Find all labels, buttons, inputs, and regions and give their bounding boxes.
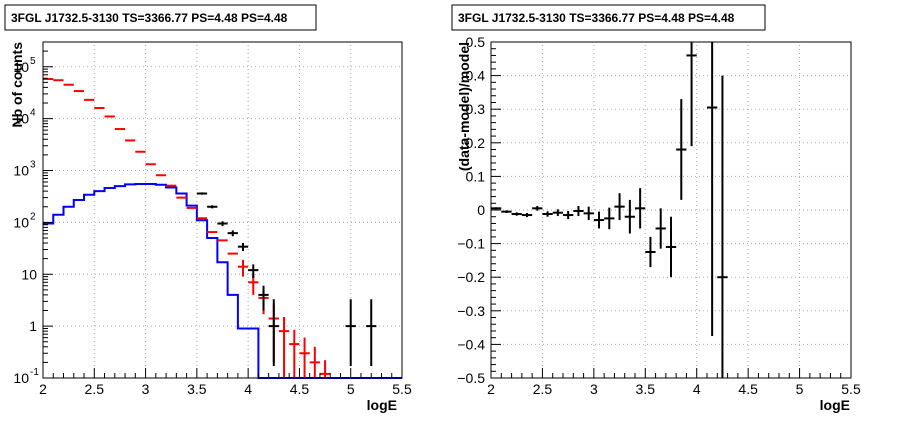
right-x-axis-label: logE: [820, 397, 850, 413]
left-y-tick-label: 10: [13, 214, 29, 230]
right-x-tick-label: 5.5: [841, 381, 861, 397]
left-y-tick-label: 10: [13, 59, 29, 75]
right-residual-point: [686, 42, 697, 147]
left-y-tick-exponent: 2: [30, 211, 36, 222]
right-y-axis-label: (data-model)/model: [456, 42, 472, 171]
left-x-tick-label: 2: [39, 381, 47, 397]
left-model-point: [237, 259, 249, 277]
right-chart: 2 2.5 3 3.5 4 4.5 5 5.5 −0.5 −0.4 −0.3 −0.2 −0.1 0 0.1…: [451, 4, 861, 413]
left-model-point: [289, 329, 300, 378]
right-y-tick-label: −0.5: [457, 370, 485, 386]
right-x-tick-label: 5: [796, 381, 804, 397]
right-residual-point: [532, 205, 543, 211]
left-y-tick-exponent: 5: [30, 56, 36, 67]
right-x-tick-label: 2.5: [533, 381, 553, 397]
right-residual-point: [624, 199, 635, 234]
right-y-tick-label: −0.2: [457, 269, 485, 285]
right-residual-point: [511, 212, 522, 216]
left-data-point: [366, 299, 377, 367]
right-x-tick-label: 2: [487, 381, 495, 397]
left-x-tick-label: 4.5: [290, 381, 310, 397]
left-data-point: [268, 299, 279, 367]
right-residual-point: [717, 75, 728, 378]
left-y-tick-label: 10: [13, 163, 29, 179]
right-residual-point: [676, 99, 687, 200]
right-y-tick-label: −0.4: [457, 336, 485, 352]
left-data-point: [196, 192, 208, 195]
left-data-point: [345, 299, 356, 367]
left-model-histogram: [43, 182, 402, 379]
right-residual-point: [521, 213, 533, 218]
right-y-tick-label: 0.2: [466, 135, 486, 151]
right-title-box: 3FGL J1732.5-3130 TS=3366.77 PS=4.48 PS=…: [451, 4, 766, 31]
right-residual-point: [593, 211, 605, 229]
left-model-point: [319, 360, 331, 378]
left-title-box: 3FGL J1732.5-3130 TS=3366.77 PS=4.48 PS=…: [4, 4, 317, 31]
right-y-tick-label: 0.4: [466, 68, 486, 84]
right-residual-point: [501, 210, 512, 214]
left-x-axis-label: logE: [367, 397, 397, 413]
left-x-tick-label: 5.5: [392, 381, 412, 397]
right-residual-point: [614, 193, 625, 221]
right-residual-point: [665, 216, 677, 278]
left-x-tick-label: 5: [347, 381, 355, 397]
right-y-tick-label: −0.3: [457, 303, 485, 319]
right-x-tick-label: 3: [590, 381, 598, 397]
left-title: 3FGL J1732.5-3130 TS=3366.77 PS=4.48 PS=…: [11, 11, 288, 25]
right-residual-point: [707, 42, 718, 336]
right-y-tick-label: −0.1: [457, 236, 485, 252]
right-residual-point: [635, 188, 646, 229]
left-data-point: [207, 205, 218, 209]
left-y-tick-exponent: -1: [30, 367, 39, 378]
right-residual-point: [604, 207, 615, 230]
left-y-tick-exponent: 3: [30, 160, 36, 171]
left-x-tick-label: 3: [142, 381, 150, 397]
right-y-tick-label: 0: [477, 202, 485, 218]
left-y-axis-label: Nb of counts: [9, 42, 25, 128]
left-y-tick-label: 10: [21, 266, 37, 282]
left-data-point: [258, 285, 269, 311]
right-x-tick-label: 4: [693, 381, 701, 397]
right-x-tick-label: 4.5: [738, 381, 758, 397]
left-data-point: [227, 230, 238, 237]
right-y-tick-label: 0.1: [466, 168, 486, 184]
left-data-point: [237, 243, 249, 252]
right-residual-point: [542, 211, 553, 217]
left-data-point: [217, 221, 228, 227]
right-y-tick-label: 0.5: [466, 34, 486, 50]
right-residual-point: [552, 209, 563, 217]
left-y-tick-exponent: 4: [30, 108, 36, 119]
right-residual-point: [491, 207, 502, 210]
right-title: 3FGL J1732.5-3130 TS=3366.77 PS=4.48 PS=…: [458, 11, 735, 25]
right-residual-point: [573, 205, 584, 217]
left-model-point: [299, 337, 310, 378]
left-model-point: [278, 316, 290, 378]
right-y-tick-label: 0.3: [466, 101, 486, 117]
right-residual-point: [563, 211, 574, 220]
left-y-tick-label: 10: [13, 370, 29, 386]
right-residual-point: [583, 206, 594, 221]
left-data-point: [248, 264, 259, 278]
left-plot-frame: [42, 41, 403, 379]
right-residual-point: [645, 236, 656, 268]
left-y-tick-label: 1: [29, 318, 37, 334]
left-x-tick-label: 3.5: [187, 381, 207, 397]
right-residual-point: [655, 208, 666, 249]
left-model-point: [309, 346, 320, 378]
left-x-tick-label: 2.5: [85, 381, 105, 397]
left-x-tick-label: 4: [244, 381, 252, 397]
left-y-tick-label: 10: [13, 111, 29, 127]
right-x-tick-label: 3.5: [636, 381, 656, 397]
